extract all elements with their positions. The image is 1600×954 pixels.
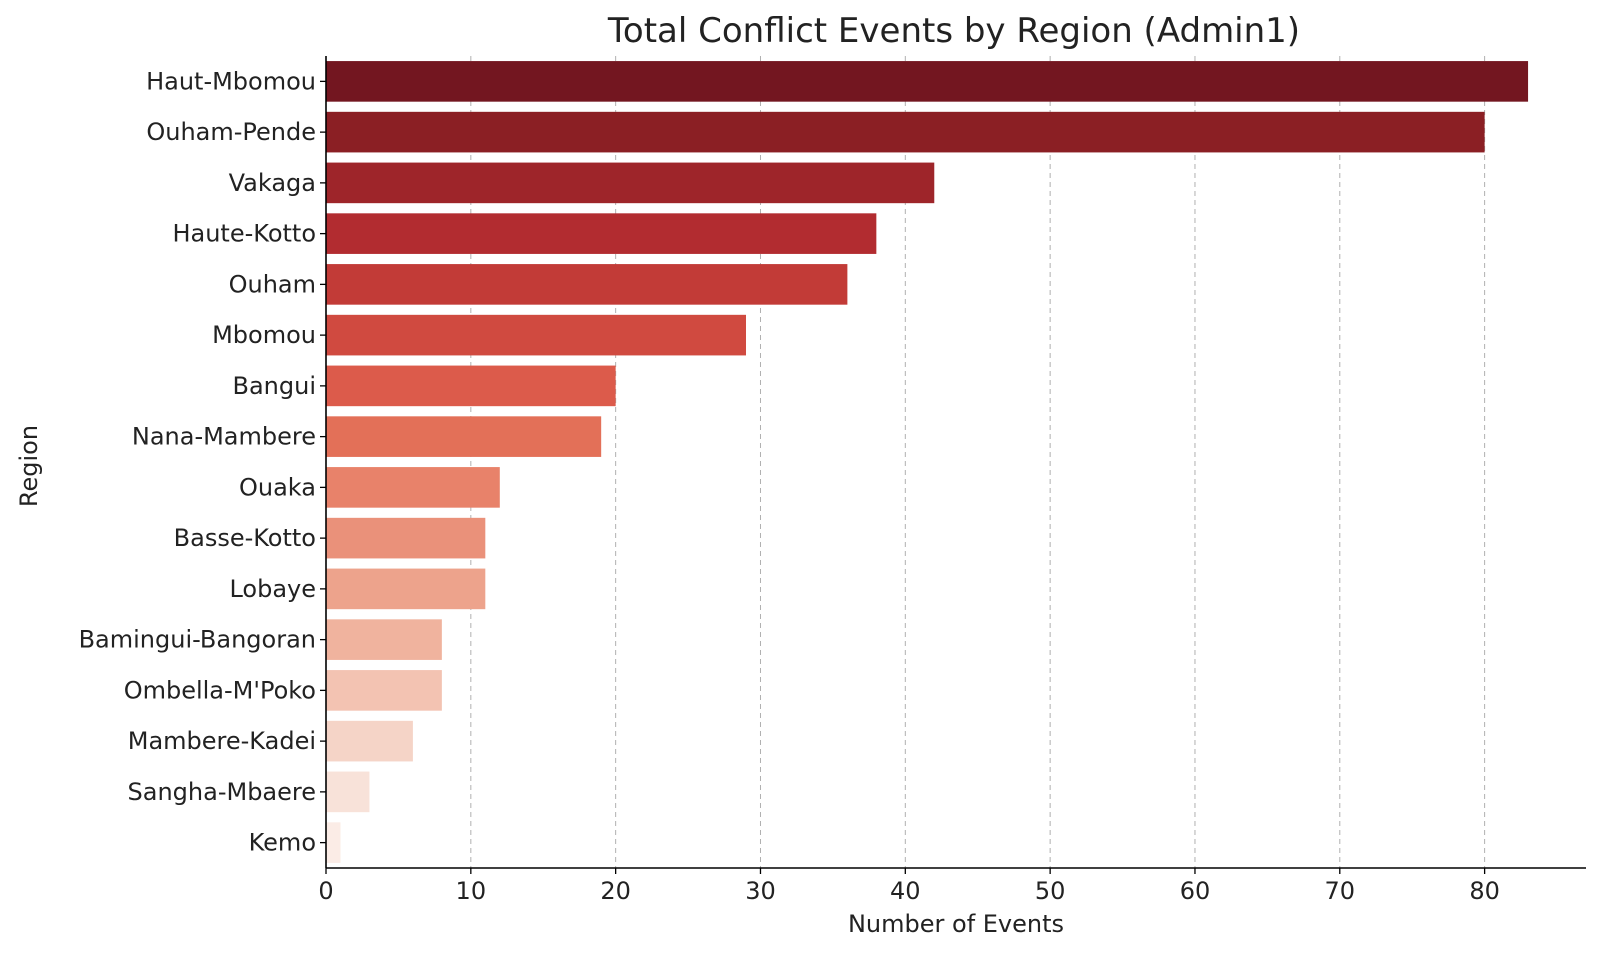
bar-ouaka: [326, 467, 500, 508]
bar-lobaye: [326, 568, 486, 610]
x-tick-label: 30: [745, 877, 776, 905]
category-label: Bamingui-Bangoran: [79, 626, 316, 654]
x-axis-label: Number of Events: [848, 910, 1064, 938]
bar-mambere-kadei: [326, 720, 413, 762]
bars: [326, 61, 1529, 863]
category-label: Lobaye: [229, 575, 316, 603]
y-tick-labels: Haut-Mbomou Ouham-Pende Vakaga Haute-Kotto O…: [79, 67, 326, 857]
bar-bangui: [326, 365, 616, 407]
x-tick-label: 10: [456, 877, 487, 905]
category-label: Ouham: [229, 270, 316, 298]
axes: [325, 56, 1586, 869]
chart-title: Total Conflict Events by Region (Admin1): [607, 11, 1300, 51]
category-label: Basse-Kotto: [174, 524, 316, 552]
category-label: Haute-Kotto: [172, 220, 316, 248]
category-label: Sangha-Mbaere: [128, 778, 316, 806]
x-tick-label: 80: [1469, 877, 1500, 905]
bar-bamingui-bangoran: [326, 619, 442, 660]
y-axis-label: Region: [15, 425, 43, 507]
x-tick-label: 0: [318, 877, 333, 905]
bar-basse-kotto: [326, 517, 486, 559]
category-label: Mambere-Kadei: [128, 727, 316, 755]
bar-mbomou: [326, 314, 746, 356]
bar-haut-mbomou: [326, 61, 1529, 102]
x-tick-label: 40: [890, 877, 921, 905]
category-label: Ouaka: [239, 473, 316, 501]
x-tick-label: 20: [600, 877, 631, 905]
category-label: Haut-Mbomou: [146, 67, 316, 95]
category-label: Ouham-Pende: [146, 118, 316, 146]
category-label: Ombella-M'Poko: [124, 676, 316, 704]
category-label: Mbomou: [212, 321, 316, 349]
x-tick-label: 50: [1035, 877, 1066, 905]
bar-nana-mambere: [326, 416, 602, 457]
category-label: Bangui: [233, 372, 317, 400]
x-tick-label: 70: [1325, 877, 1356, 905]
category-label: Vakaga: [229, 169, 316, 197]
bar-ouham: [326, 264, 848, 305]
category-label: Kemo: [249, 829, 316, 857]
bar-ombella-m-poko: [326, 670, 442, 711]
x-tick-label: 60: [1180, 877, 1211, 905]
x-tick-labels: 0 10 20 30 40 50 60 70 80: [318, 868, 1500, 905]
bar-sangha-mbaere: [326, 771, 370, 813]
bar-ouham-pende: [326, 111, 1485, 153]
bar-kemo: [326, 822, 341, 863]
bar-vakaga: [326, 162, 935, 204]
category-label: Nana-Mambere: [132, 423, 316, 451]
bar-haute-kotto: [326, 213, 877, 254]
